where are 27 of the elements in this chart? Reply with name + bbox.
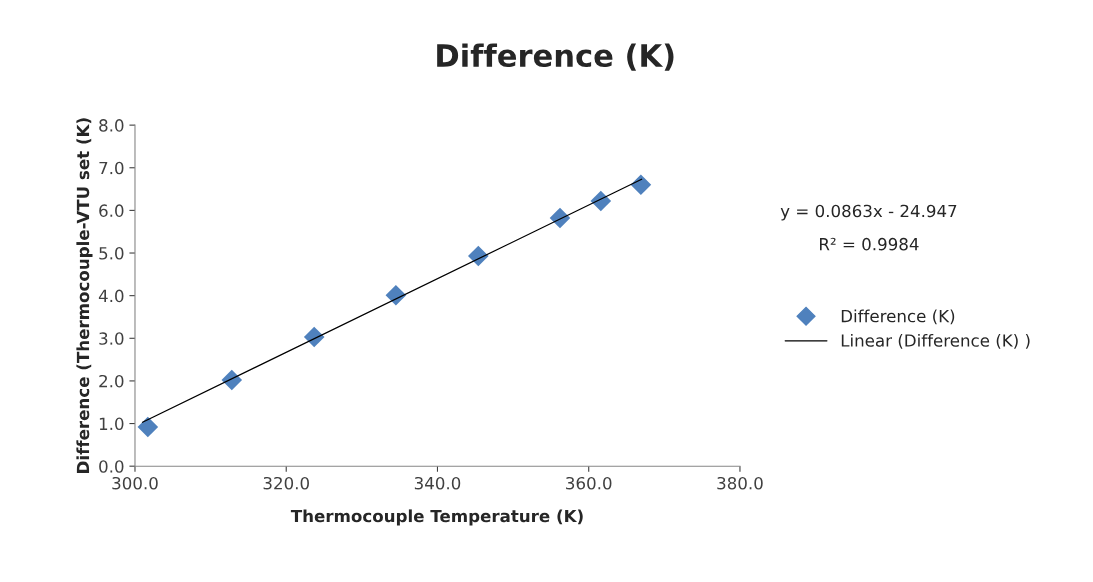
y-tick-label: 6.0: [99, 204, 124, 217]
chart-title: Difference (K): [437, 43, 674, 71]
text: y = 0.0863x - 24.947: [780, 204, 957, 221]
y-tick-label: 0.0: [99, 460, 124, 473]
y-tick-label: 5.0: [99, 246, 124, 260]
y-tick-label: 2.0: [99, 374, 124, 388]
point: [221, 369, 243, 391]
point: [385, 284, 407, 306]
x-tick-label: 340.0: [414, 476, 461, 490]
point: [549, 207, 571, 229]
y-tick-label: 7.0: [99, 161, 124, 175]
point: [590, 190, 612, 212]
x-tick-label: 300.0: [112, 476, 158, 490]
x-axis-title: Thermocouple Temperature (K): [290, 509, 583, 526]
y-tick-label: 1.0: [99, 417, 124, 431]
x-tick-label: 320.0: [263, 476, 309, 490]
x-tick-label: 380.0: [717, 476, 763, 490]
legend-label: Difference (K): [841, 309, 955, 325]
y-tick-label: 8.0: [99, 119, 124, 132]
point: [630, 174, 652, 196]
y-tick-label: 4.0: [98, 289, 124, 303]
y-tick-label: 3.0: [99, 332, 124, 345]
x-tick-label: 360.0: [566, 476, 612, 490]
y-axis-title: Difference (Thermocouple-VTU set (K): [76, 118, 93, 473]
point: [137, 416, 159, 438]
legend-label: Linear (Difference (K) ): [841, 333, 1030, 349]
text: R² = 0.9984: [820, 237, 919, 251]
